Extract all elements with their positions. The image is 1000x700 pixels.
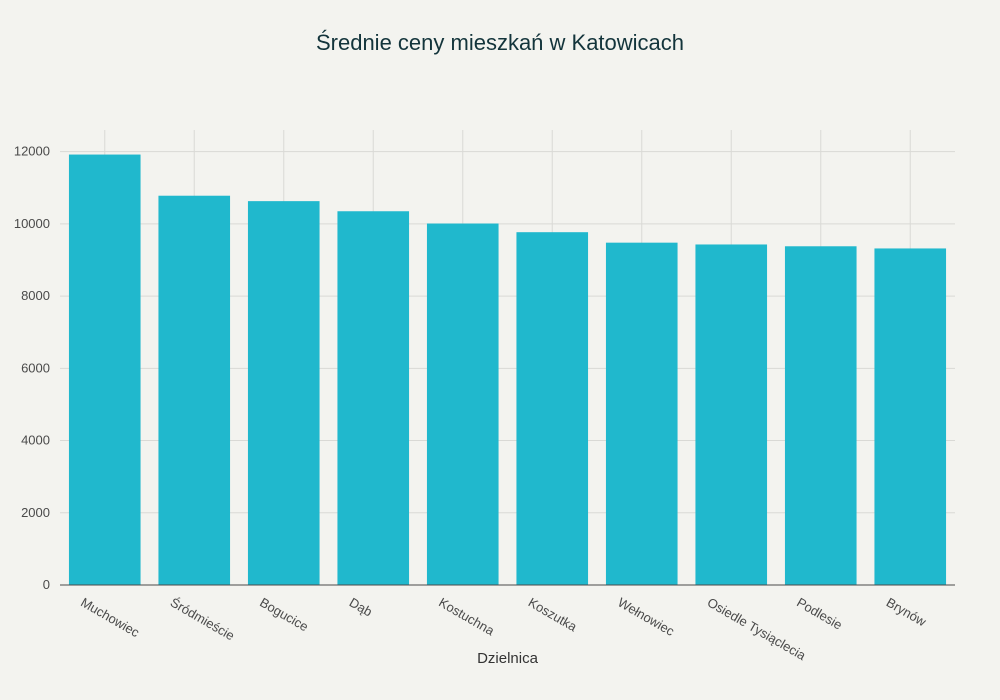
bar <box>68 154 141 586</box>
bar <box>516 232 589 585</box>
x-tick-label: Brynów <box>884 595 930 630</box>
bar <box>337 211 410 585</box>
x-tick-label: Podlesie <box>794 595 845 633</box>
bar <box>695 244 768 585</box>
bar <box>158 195 231 585</box>
bar <box>784 246 857 585</box>
y-tick-label: 4000 <box>21 433 50 448</box>
y-tick-label: 6000 <box>21 360 50 375</box>
x-tick-label: Muchowiec <box>78 595 142 641</box>
x-tick-label: Śródmieście <box>168 595 237 644</box>
x-tick-label: Bogucice <box>257 595 311 635</box>
x-axis-title: Dzielnica <box>477 650 539 667</box>
y-axis-ticks: 0 2000 4000 6000 8000 10000 12000 <box>14 144 50 592</box>
bar <box>874 248 947 585</box>
y-tick-label: 0 <box>43 577 50 592</box>
x-tick-label: Kostuchna <box>436 595 497 639</box>
y-tick-label: 12000 <box>14 144 50 159</box>
x-tick-label: Koszutka <box>526 595 580 635</box>
y-tick-label: 8000 <box>21 288 50 303</box>
bar <box>426 223 499 585</box>
x-tick-label: Osiedle Tysiąclecia <box>705 595 809 664</box>
bar <box>605 242 678 585</box>
bars <box>68 154 947 586</box>
x-tick-label: Dąb <box>347 595 375 620</box>
bar <box>247 201 320 585</box>
y-tick-label: 2000 <box>21 505 50 520</box>
chart-title: Średnie ceny mieszkań w Katowicach <box>315 30 685 55</box>
x-tick-label: Wełnowiec <box>615 595 677 640</box>
y-tick-label: 10000 <box>14 216 50 231</box>
